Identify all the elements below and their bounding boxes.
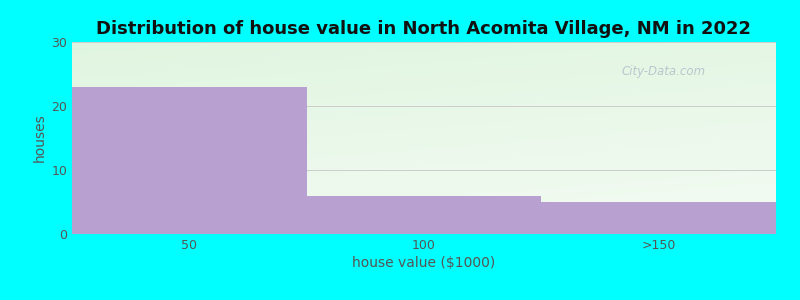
Bar <box>72 87 306 234</box>
Bar <box>542 202 776 234</box>
X-axis label: house value ($1000): house value ($1000) <box>352 256 496 270</box>
Title: Distribution of house value in North Acomita Village, NM in 2022: Distribution of house value in North Aco… <box>97 20 751 38</box>
Y-axis label: houses: houses <box>33 114 47 162</box>
Bar <box>306 196 542 234</box>
Text: City-Data.com: City-Data.com <box>621 65 706 78</box>
